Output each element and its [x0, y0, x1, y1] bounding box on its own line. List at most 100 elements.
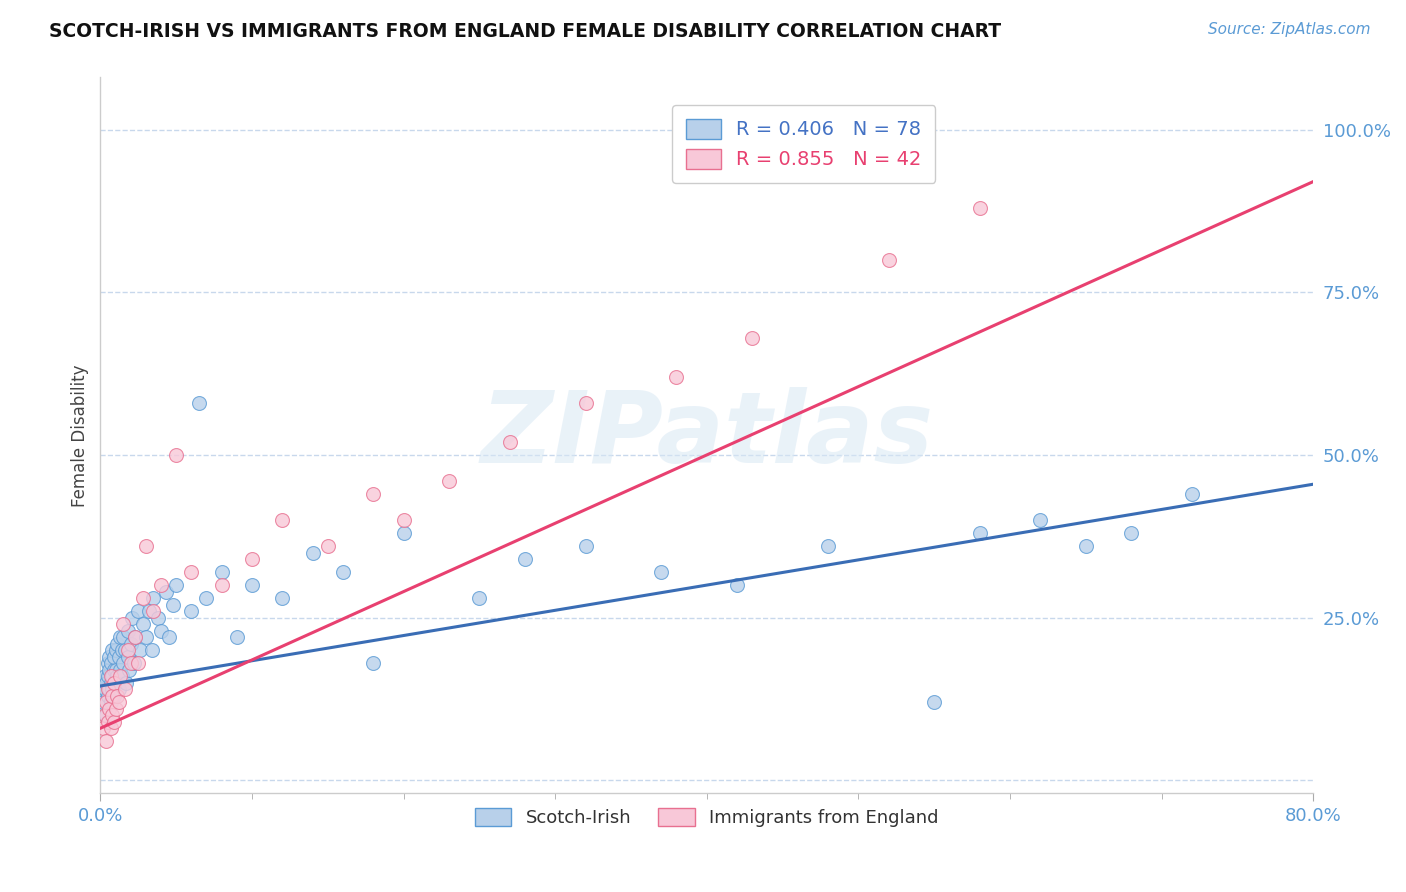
- Point: [922, 695, 945, 709]
- Point: [112, 656, 135, 670]
- Point: [110, 643, 132, 657]
- Point: [271, 513, 294, 527]
- Point: [98, 649, 121, 664]
- Point: [127, 604, 149, 618]
- Point: [105, 637, 128, 651]
- Point: [332, 565, 354, 579]
- Point: [120, 656, 142, 670]
- Point: [301, 545, 323, 559]
- Point: [141, 643, 163, 657]
- Point: [97, 714, 120, 729]
- Point: [101, 708, 124, 723]
- Point: [101, 689, 124, 703]
- Text: ZIPatlas: ZIPatlas: [481, 387, 934, 483]
- Point: [877, 252, 900, 267]
- Point: [103, 649, 125, 664]
- Point: [104, 675, 127, 690]
- Point: [725, 578, 748, 592]
- Point: [361, 656, 384, 670]
- Point: [93, 695, 115, 709]
- Point: [316, 539, 339, 553]
- Point: [225, 630, 247, 644]
- Point: [574, 396, 596, 410]
- Point: [180, 604, 202, 618]
- Text: Source: ZipAtlas.com: Source: ZipAtlas.com: [1208, 22, 1371, 37]
- Point: [97, 656, 120, 670]
- Point: [741, 331, 763, 345]
- Point: [165, 578, 187, 592]
- Point: [118, 663, 141, 677]
- Point: [98, 663, 121, 677]
- Point: [135, 630, 157, 644]
- Text: SCOTCH-IRISH VS IMMIGRANTS FROM ENGLAND FEMALE DISABILITY CORRELATION CHART: SCOTCH-IRISH VS IMMIGRANTS FROM ENGLAND …: [49, 22, 1001, 41]
- Point: [94, 669, 117, 683]
- Point: [135, 539, 157, 553]
- Point: [117, 649, 139, 664]
- Point: [104, 643, 127, 657]
- Point: [100, 675, 122, 690]
- Point: [437, 474, 460, 488]
- Point: [665, 369, 688, 384]
- Point: [103, 689, 125, 703]
- Point: [132, 591, 155, 606]
- Point: [98, 682, 121, 697]
- Point: [120, 637, 142, 651]
- Point: [969, 526, 991, 541]
- Point: [271, 591, 294, 606]
- Point: [1181, 487, 1204, 501]
- Point: [468, 591, 491, 606]
- Point: [162, 598, 184, 612]
- Point: [100, 656, 122, 670]
- Point: [124, 630, 146, 644]
- Point: [142, 604, 165, 618]
- Point: [146, 610, 169, 624]
- Legend: Scotch-Irish, Immigrants from England: Scotch-Irish, Immigrants from England: [468, 801, 946, 834]
- Point: [128, 643, 150, 657]
- Point: [96, 695, 118, 709]
- Point: [108, 663, 131, 677]
- Point: [180, 565, 202, 579]
- Point: [107, 649, 129, 664]
- Point: [150, 578, 173, 592]
- Point: [114, 682, 136, 697]
- Point: [240, 552, 263, 566]
- Point: [104, 702, 127, 716]
- Point: [392, 526, 415, 541]
- Point: [211, 565, 233, 579]
- Point: [650, 565, 672, 579]
- Point: [1121, 526, 1143, 541]
- Point: [97, 669, 120, 683]
- Point: [513, 552, 536, 566]
- Point: [1029, 513, 1052, 527]
- Point: [103, 675, 125, 690]
- Point: [817, 539, 839, 553]
- Point: [124, 630, 146, 644]
- Point: [101, 669, 124, 683]
- Point: [392, 513, 415, 527]
- Y-axis label: Female Disability: Female Disability: [72, 364, 89, 507]
- Point: [117, 643, 139, 657]
- Point: [150, 624, 173, 638]
- Point: [104, 663, 127, 677]
- Point: [122, 656, 145, 670]
- Point: [101, 643, 124, 657]
- Point: [969, 201, 991, 215]
- Point: [121, 610, 143, 624]
- Point: [127, 656, 149, 670]
- Point: [94, 708, 117, 723]
- Point: [499, 434, 522, 449]
- Point: [107, 695, 129, 709]
- Point: [1074, 539, 1097, 553]
- Point: [142, 591, 165, 606]
- Point: [105, 689, 128, 703]
- Point: [187, 396, 209, 410]
- Point: [108, 630, 131, 644]
- Point: [165, 448, 187, 462]
- Point: [155, 584, 177, 599]
- Point: [110, 669, 132, 683]
- Point: [112, 617, 135, 632]
- Point: [103, 714, 125, 729]
- Point: [96, 734, 118, 748]
- Point: [132, 617, 155, 632]
- Point: [157, 630, 180, 644]
